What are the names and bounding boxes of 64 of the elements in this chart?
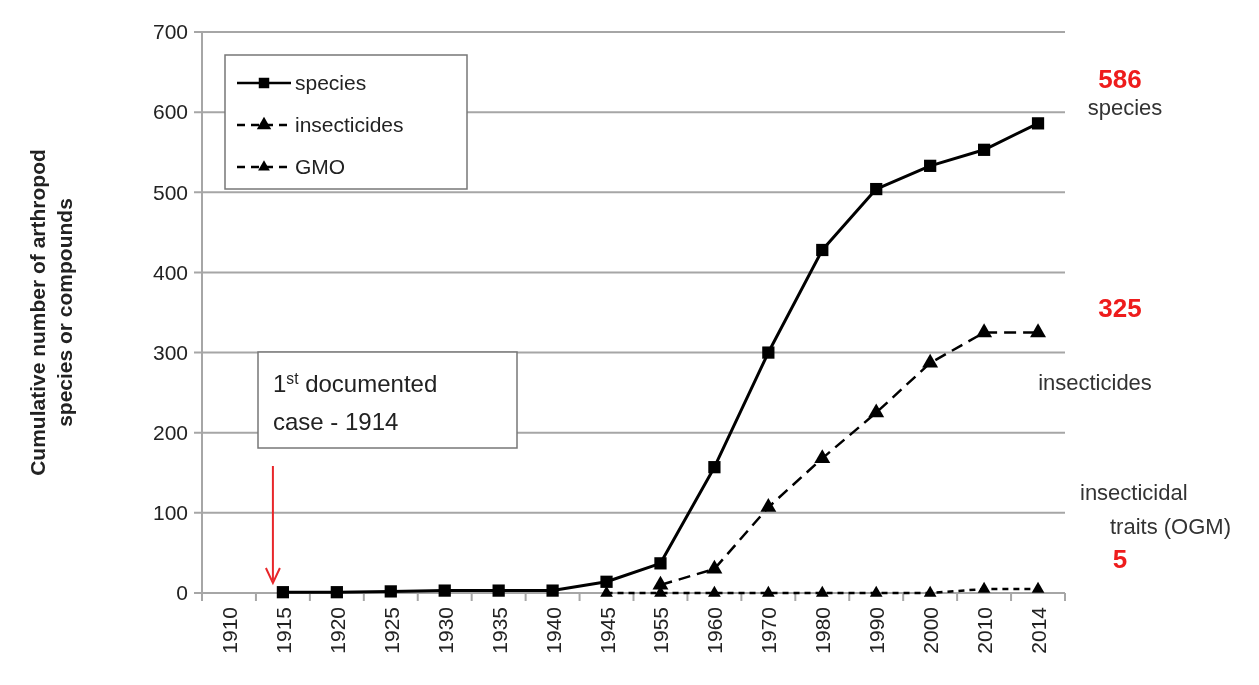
point: [870, 182, 883, 196]
x-tick-label: 1935: [487, 607, 511, 654]
point: [708, 461, 721, 474]
x-tick-label: 1970: [757, 607, 781, 654]
x-tick-label: 1955: [649, 607, 673, 654]
x-tick-label: 1930: [433, 607, 457, 654]
x-tick-label: 2000: [919, 607, 943, 654]
point: [977, 143, 991, 156]
text: insecticidal traits (OGM): [1080, 480, 1231, 539]
point: [977, 581, 991, 593]
point: [600, 575, 613, 588]
y-tick-label: 600: [152, 100, 188, 124]
x-tick-label: 1980: [811, 607, 835, 654]
x-tick-label: 1960: [703, 607, 727, 654]
point: [762, 346, 775, 359]
legend-label: species: [295, 71, 367, 95]
text: species: [1087, 95, 1163, 120]
legend-label: insecticides: [295, 113, 404, 137]
point: [276, 586, 290, 599]
x-tick-label: 1990: [865, 607, 889, 654]
point: [761, 585, 775, 597]
point: [492, 584, 505, 597]
point: [1031, 117, 1045, 130]
y-tick-label: 700: [152, 20, 188, 44]
y-tick-label: 300: [152, 340, 188, 364]
point: [706, 559, 723, 574]
point: [1031, 581, 1045, 593]
point: [1030, 323, 1046, 338]
point: [923, 585, 937, 597]
annotation: 1$^{st}$ documented case - 1914: [273, 369, 438, 435]
x-tick-label: 2014: [1027, 606, 1051, 654]
point: [976, 323, 993, 338]
point: [384, 585, 397, 598]
y-tick-label: 400: [152, 260, 188, 284]
point: [814, 449, 831, 463]
text: 325: [1098, 293, 1142, 323]
point: [708, 585, 721, 597]
y-tick-label: 200: [152, 421, 188, 445]
y-tick-label: 0: [176, 581, 188, 605]
legend-label: GMO: [295, 155, 346, 179]
point: [868, 403, 885, 418]
point: [924, 159, 937, 172]
point: [816, 243, 829, 257]
point: [922, 353, 939, 368]
x-tick-label: 1920: [325, 607, 349, 654]
point: [815, 585, 829, 597]
text: 5: [1112, 544, 1128, 574]
x-tick-label: 1925: [379, 607, 403, 654]
point: [654, 557, 667, 570]
point: [330, 586, 343, 599]
point: [760, 498, 777, 512]
y-tick-label: 500: [152, 180, 188, 204]
x-tick-label: 1915: [271, 607, 295, 654]
point: [869, 585, 883, 597]
y-tick-label: 100: [152, 501, 188, 525]
x-tick-label: 1945: [595, 607, 619, 654]
point: [438, 584, 451, 597]
x-tick-label: 2010: [973, 607, 997, 654]
x-tick-label: 1910: [217, 607, 241, 654]
x-tick-label: 1940: [541, 607, 565, 654]
annotation: insecticides: [1038, 370, 1152, 395]
text: 586: [1098, 64, 1142, 94]
point: [546, 584, 559, 597]
y-axis-title: Cumulative number of arthropod species or compounds: [26, 149, 76, 476]
